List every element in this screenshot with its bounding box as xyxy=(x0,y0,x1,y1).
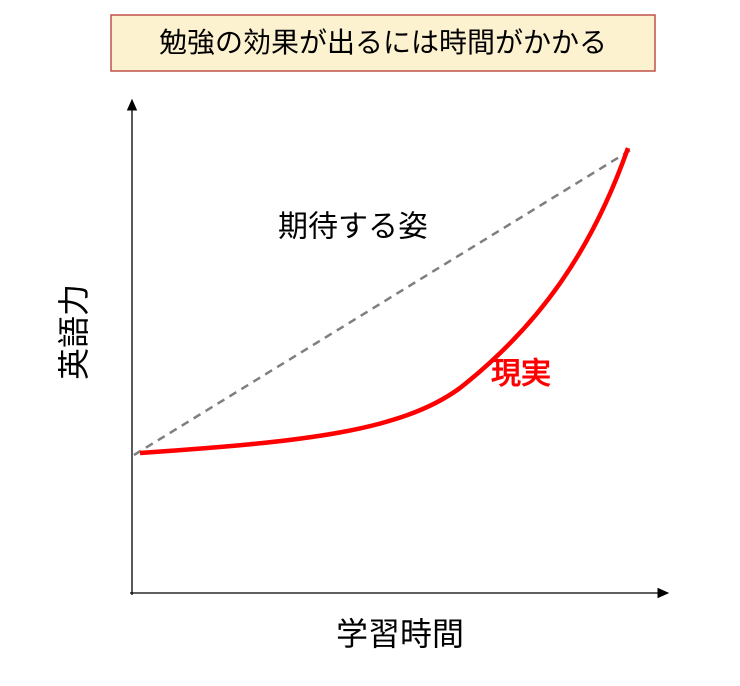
y-axis-label: 英語力 xyxy=(55,284,93,380)
title-box xyxy=(110,14,656,72)
reality-label: 現実 xyxy=(491,357,551,392)
reality-curve xyxy=(139,147,631,456)
title: 勉強の効果が出るには時間がかかる xyxy=(159,26,607,59)
expected-label: 期待する姿 xyxy=(278,210,428,245)
x-axis-label: 学習時間 xyxy=(336,615,464,653)
expected-line xyxy=(133,146,635,457)
